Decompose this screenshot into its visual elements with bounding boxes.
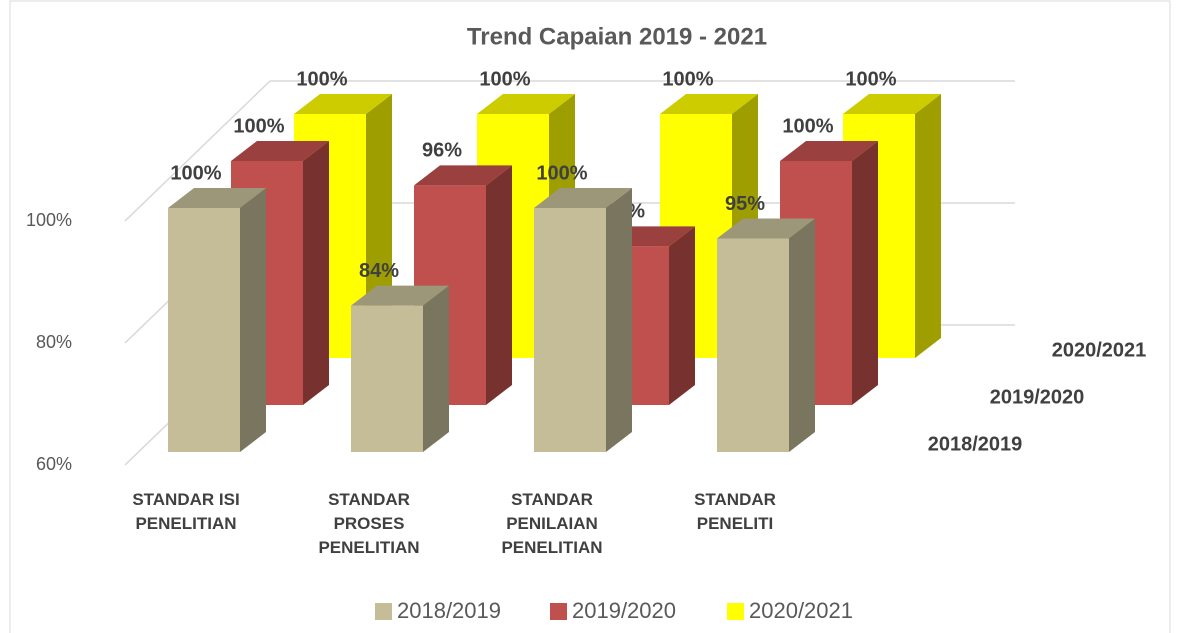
x-tick-label: STANDAR PROSES PENELITIAN: [318, 490, 420, 557]
bar-top: [351, 285, 449, 306]
chart-title: Trend Capaian 2019 - 2021: [467, 23, 767, 50]
bar-top: [231, 141, 329, 161]
data-label: 100%: [536, 162, 587, 184]
grid-line: [124, 80, 1015, 222]
bar-front: [351, 305, 423, 452]
x-tick-label: STANDAR PENELITI: [694, 490, 776, 533]
bar-top: [294, 94, 392, 114]
bar-side: [789, 218, 815, 452]
bar-top: [660, 94, 758, 114]
legend-label: 2018/2019: [397, 598, 501, 623]
bar-top: [414, 165, 512, 186]
data-label: 100%: [479, 68, 530, 90]
bar-top: [843, 94, 941, 114]
bar-front: [534, 208, 606, 452]
data-label: 95%: [725, 193, 765, 215]
bar-side: [423, 285, 449, 452]
legend-label: 2019/2020: [572, 598, 676, 623]
bar-side: [240, 188, 266, 452]
y-tick-label: 80%: [36, 332, 72, 352]
data-label: 84%: [359, 260, 399, 282]
depth-label: 2019/2020: [990, 386, 1085, 408]
bar-top: [534, 188, 632, 208]
data-label: 100%: [782, 115, 833, 137]
bar-side: [606, 188, 632, 452]
legend-label: 2020/2021: [749, 598, 853, 623]
data-label: 100%: [170, 162, 221, 184]
y-tick-label: 100%: [26, 210, 72, 230]
bar-front: [168, 208, 240, 452]
data-label: 100%: [845, 68, 896, 90]
data-label: 100%: [662, 68, 713, 90]
bar: [168, 188, 266, 452]
bar-top: [717, 218, 815, 239]
bar-top: [168, 188, 266, 208]
bar: [351, 285, 449, 452]
bar-side: [852, 141, 878, 405]
chart-border: [9, 0, 1171, 633]
bar-side: [669, 226, 695, 405]
bar: [717, 218, 815, 452]
bar-side: [303, 141, 329, 405]
bar-side: [915, 94, 941, 358]
bar-top: [780, 141, 878, 161]
bar-side: [486, 165, 512, 405]
legend-swatch: [375, 603, 392, 620]
data-label: 100%: [233, 115, 284, 137]
y-tick-label: 60%: [36, 454, 72, 474]
bar-top: [477, 94, 575, 114]
legend-swatch: [550, 603, 567, 620]
bar-front: [717, 238, 789, 452]
depth-label: 2020/2021: [1052, 339, 1147, 361]
depth-label: 2018/2019: [928, 433, 1023, 455]
x-tick-label: STANDAR PENILAIAN PENELITIAN: [501, 490, 603, 557]
x-tick-label: STANDAR ISI PENELITIAN: [132, 490, 240, 533]
bar: [534, 188, 632, 452]
legend-swatch: [727, 603, 744, 620]
data-label: 96%: [422, 140, 462, 162]
data-label: 100%: [296, 68, 347, 90]
